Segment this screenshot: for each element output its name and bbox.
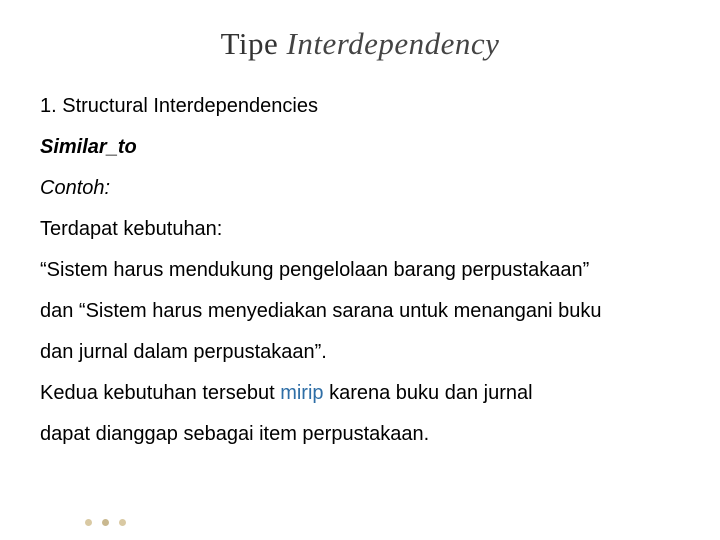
body-line-5: Kedua kebutuhan tersebut mirip karena bu… bbox=[40, 373, 680, 414]
body-line-3: dan “Sistem harus menyediakan sarana unt… bbox=[40, 291, 680, 332]
decor-dot-1 bbox=[85, 519, 92, 526]
body-line-5b: karena buku dan jurnal bbox=[324, 382, 533, 404]
body-line-2: “Sistem harus mendukung pengelolaan bara… bbox=[40, 250, 680, 291]
highlight-mirip: mirip bbox=[280, 382, 323, 404]
body-line-4: dan jurnal dalam perpustakaan”. bbox=[40, 332, 680, 373]
slide-title: Tipe Interdependency bbox=[40, 26, 680, 62]
contoh-label: Contoh: bbox=[40, 168, 680, 209]
body-line-3a: dan bbox=[40, 300, 73, 322]
section-heading: 1. Structural Interdependencies bbox=[40, 86, 680, 127]
title-part-2: Interdependency bbox=[287, 26, 500, 61]
similar-to-label: Similar_to bbox=[40, 127, 680, 168]
body-line-3b: “Sistem harus menyediakan sarana untuk m… bbox=[73, 300, 601, 322]
slide-body: 1. Structural Interdependencies Similar_… bbox=[40, 86, 680, 455]
body-line-6: dapat dianggap sebagai item perpustakaan… bbox=[40, 414, 680, 455]
body-line-5a: Kedua kebutuhan tersebut bbox=[40, 382, 280, 404]
body-line-1: Terdapat kebutuhan: bbox=[40, 209, 680, 250]
slide: Tipe Interdependency 1. Structural Inter… bbox=[0, 0, 720, 540]
title-part-1: Tipe bbox=[221, 26, 287, 61]
decor-dot-3 bbox=[119, 519, 126, 526]
decor-dot-2 bbox=[102, 519, 109, 526]
